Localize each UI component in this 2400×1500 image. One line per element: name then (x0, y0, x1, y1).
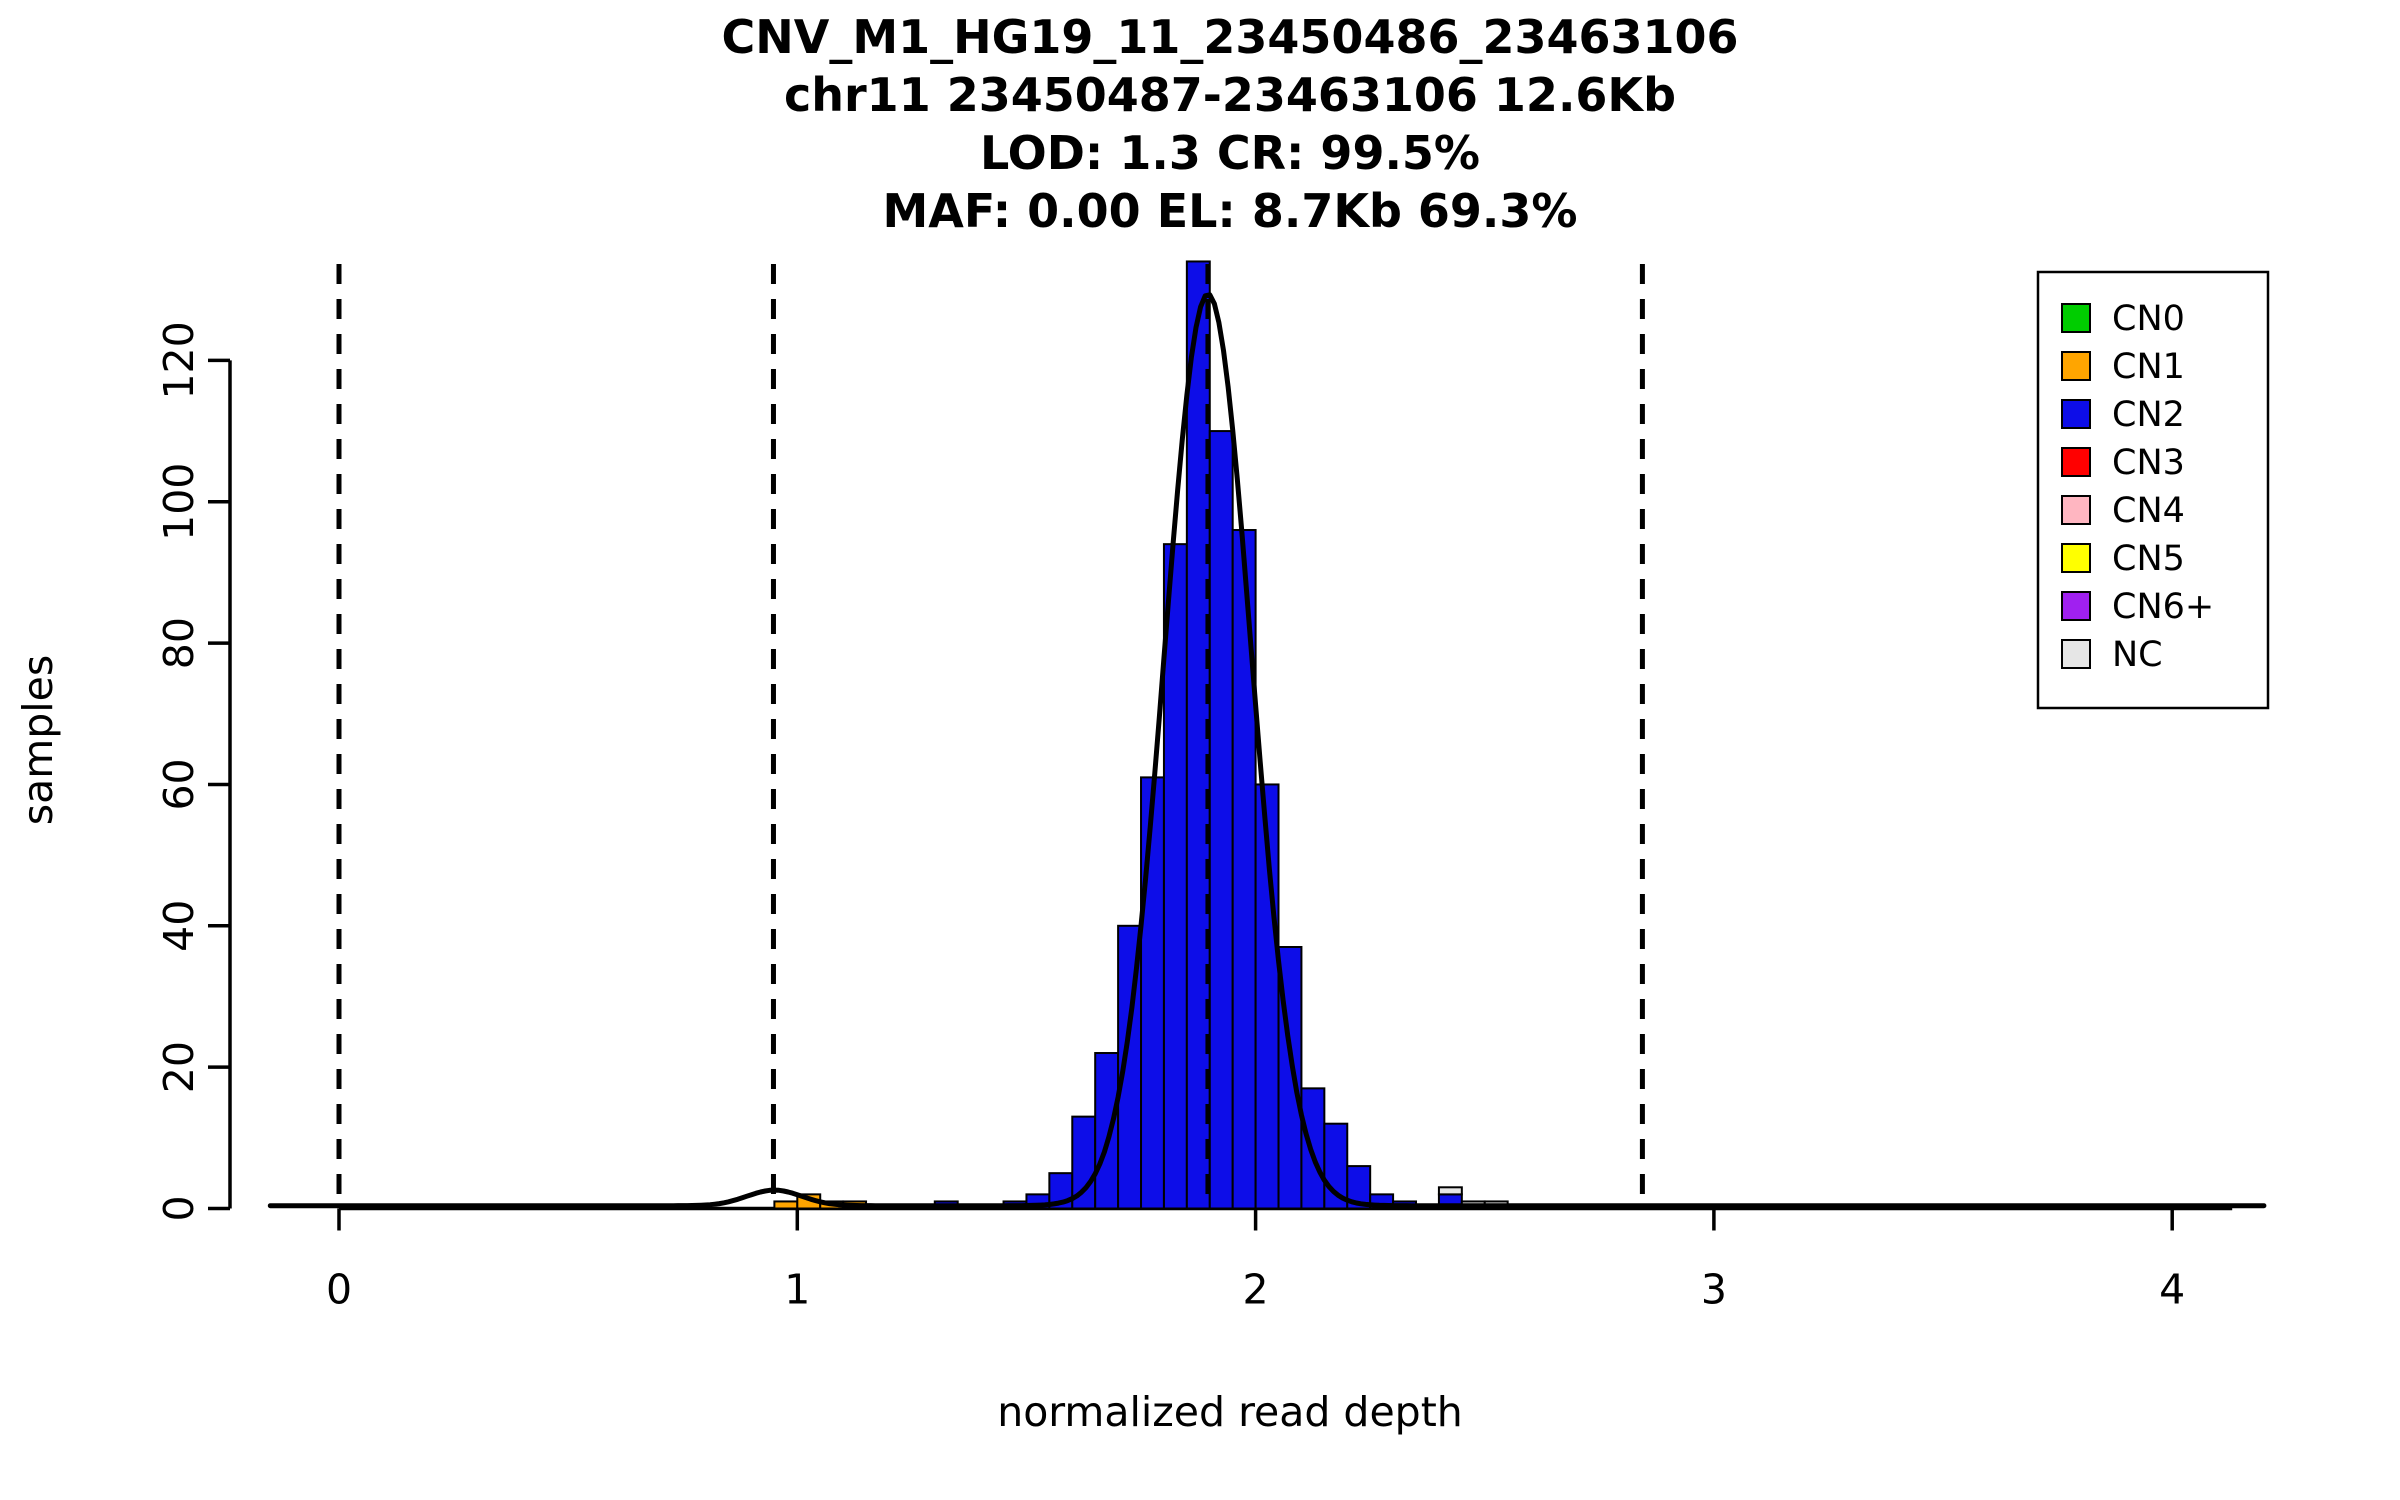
plot-title-line-3: LOD: 1.3 CR: 99.5% (979, 126, 1481, 180)
legend-swatch-cn3 (2061, 447, 2091, 477)
histogram-bar-cn2 (1140, 776, 1165, 1210)
legend-label: CN6+ (2112, 587, 2214, 627)
x-tick-label: 1 (784, 1266, 810, 1314)
legend-swatch-cn5 (2061, 543, 2091, 573)
plot-title-line-4: MAF: 0.00 EL: 8.7Kb 69.3% (882, 184, 1578, 238)
plot-title-line-2: chr11 23450487-23463106 12.6Kb (783, 68, 1676, 122)
x-tick-label: 4 (2159, 1266, 2185, 1314)
plot-title-line-1: CNV_M1_HG19_11_23450486_23463106 (721, 10, 1739, 64)
legend-label: CN5 (2112, 539, 2185, 579)
legend-swatch-cn6 (2061, 591, 2091, 621)
y-tick-label: 20 (155, 1041, 203, 1093)
legend-swatch-cn4 (2061, 495, 2091, 525)
legend-swatch-nc (2061, 639, 2091, 669)
density-curve (267, 292, 2267, 1209)
y-axis-label: samples (14, 654, 62, 826)
y-tick-label: 60 (155, 758, 203, 810)
legend-box (2036, 270, 2270, 710)
y-tick-label: 80 (155, 617, 203, 669)
histogram-bar-cn2 (1346, 1165, 1372, 1210)
y-tick-label: 0 (155, 1195, 203, 1221)
y-tick-label: 120 (155, 321, 203, 399)
legend-label: CN0 (2112, 299, 2185, 339)
histogram-bar-cn2 (1208, 430, 1234, 1210)
y-tick-label: 100 (155, 463, 203, 541)
x-tick-label: 2 (1243, 1266, 1269, 1314)
y-tick-label: 40 (155, 900, 203, 952)
plot-title-block: CNV_M1_HG19_11_23450486_23463106 chr11 2… (230, 8, 2230, 240)
x-tick-label: 0 (326, 1266, 352, 1314)
legend-label: CN4 (2112, 491, 2185, 531)
histogram-bar-nc (1437, 1186, 1463, 1196)
legend-label: CN2 (2112, 395, 2185, 435)
legend-swatch-cn1 (2061, 351, 2091, 381)
x-axis-label: normalized read depth (997, 1388, 1463, 1436)
legend-swatch-cn0 (2061, 303, 2091, 333)
legend-label: CN3 (2112, 443, 2185, 483)
legend-label: NC (2112, 635, 2163, 675)
histogram-bar-cn1 (773, 1200, 799, 1210)
legend-label: CN1 (2112, 347, 2185, 387)
legend-swatch-cn2 (2061, 399, 2091, 429)
histogram-bar-cn2 (1094, 1052, 1120, 1210)
x-tick-label: 3 (1701, 1266, 1727, 1314)
